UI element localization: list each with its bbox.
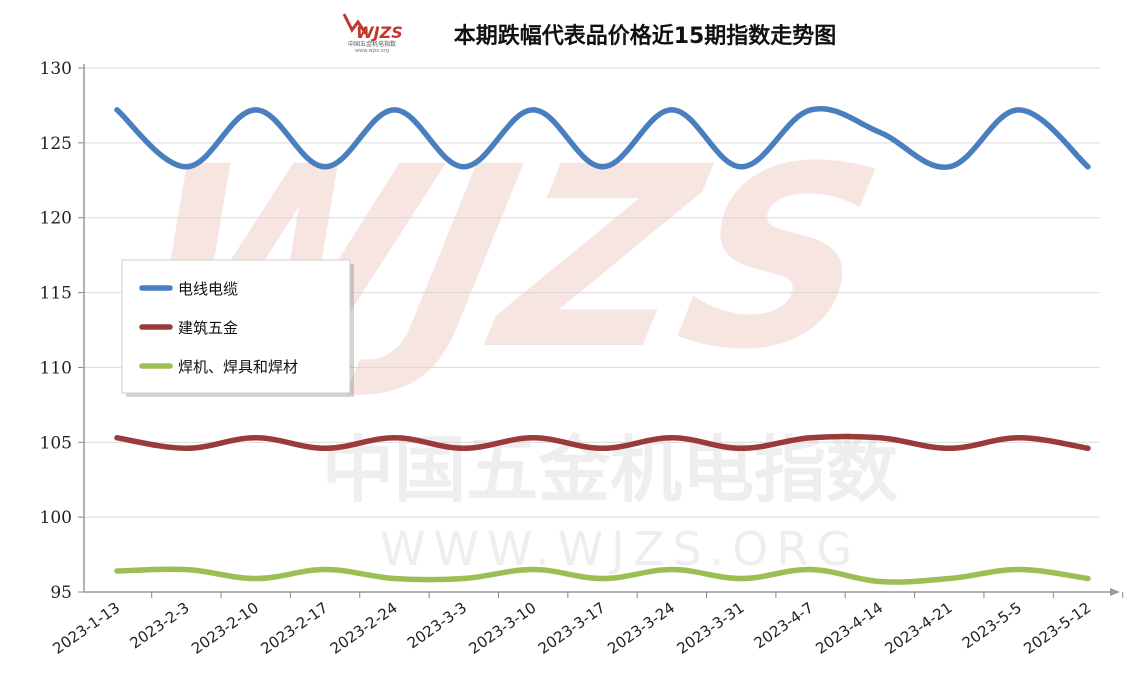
legend-label: 电线电缆 [178, 280, 238, 298]
watermark-url: WWW.WJZS.ORG [380, 522, 860, 576]
x-tick-label: 2023-2-10 [188, 599, 262, 658]
logo-url: www.wjzs.org [355, 48, 389, 54]
x-tick-label: 2023-2-17 [257, 599, 331, 658]
y-tick-label: 125 [40, 134, 72, 154]
logo-subtext: 中国五金机电指数 [348, 40, 396, 48]
x-axis-ticks: 2023-1-13 2023-2-32023-2-102023-2-172023-… [49, 599, 1094, 658]
y-tick-label: 115 [40, 284, 72, 304]
x-tick-label: 2023-3-31 [674, 599, 748, 658]
x-tick-label: 2023-3-24 [604, 599, 678, 658]
y-tick-label: 110 [40, 358, 72, 378]
chart-title: 本期跌幅代表品价格近15期指数走势图 [454, 23, 837, 49]
y-tick-label: 105 [40, 433, 72, 453]
x-tick-label: 2023-4-7 [751, 599, 817, 653]
legend-label: 焊机、焊具和焊材 [178, 358, 298, 376]
x-tick-label: 2023-2-3 [127, 599, 193, 653]
y-tick-label: 100 [40, 508, 72, 528]
y-tick-label: 130 [40, 59, 72, 79]
x-tick-label: 2023-1-13 [49, 599, 123, 658]
y-axis-ticks: 95 100 105 110 115 120 125 130 [40, 59, 72, 603]
y-tick-label: 95 [50, 583, 72, 603]
logo: WJZS 中国五金机电指数 www.wjzs.org [344, 14, 403, 54]
x-tick-label: 2023-3-3 [404, 599, 470, 653]
logo-text: WJZS [356, 23, 403, 42]
y-tick-label: 120 [40, 209, 72, 229]
x-tick-label: 2023-5-5 [959, 599, 1025, 653]
x-tick-label: 2023-4-21 [882, 599, 956, 658]
legend-label: 建筑五金 [178, 319, 238, 337]
x-axis-arrow-icon [1110, 588, 1120, 596]
x-tick-label: 2023-2-24 [327, 599, 401, 658]
x-tick-label: 2023-5-12 [1020, 599, 1094, 658]
x-tick-label: 2023-3-17 [535, 599, 609, 658]
x-tick-label: 2023-4-14 [812, 599, 886, 658]
x-tick-label: 2023-3-10 [466, 599, 540, 658]
